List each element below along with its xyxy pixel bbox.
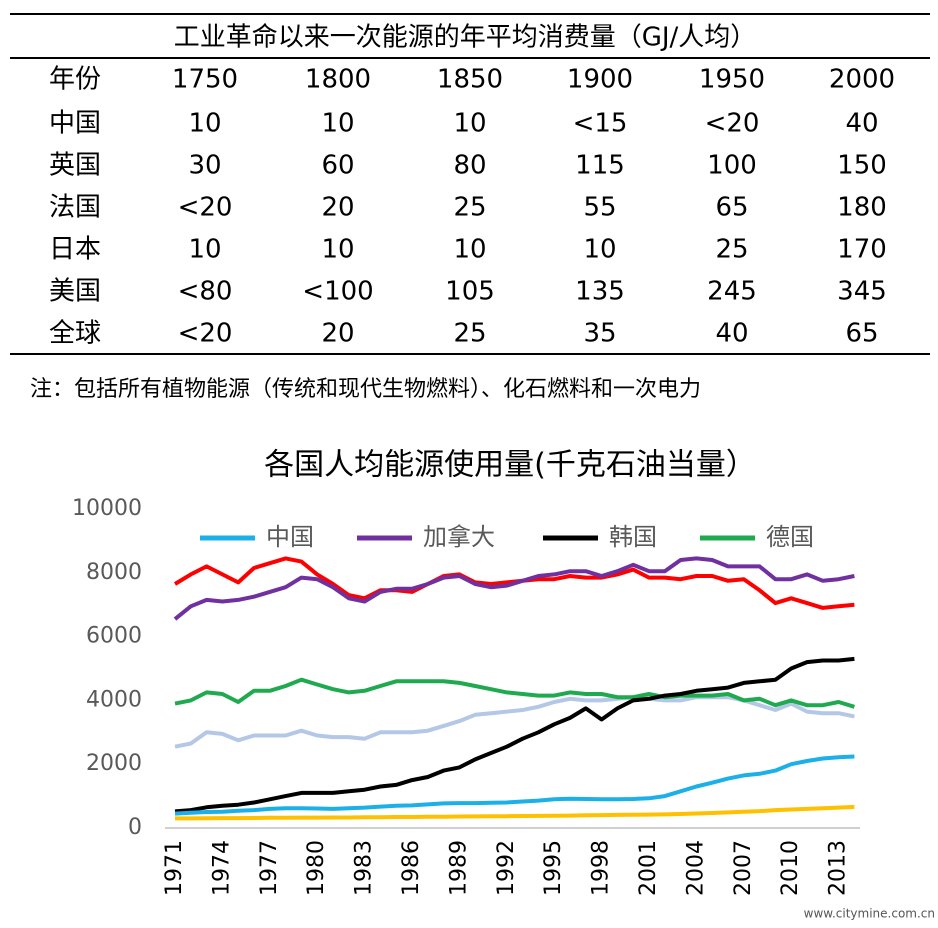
y-tick-label: 2000 bbox=[86, 751, 142, 776]
x-tick-label: 1980 bbox=[304, 840, 329, 896]
table-cell: 65 bbox=[845, 319, 878, 349]
legend-label: 德国 bbox=[766, 523, 814, 551]
series-line bbox=[174, 677, 855, 709]
table-cell: 135 bbox=[575, 277, 625, 307]
x-tick-label: 1992 bbox=[494, 840, 519, 896]
x-tick-label: 2007 bbox=[731, 840, 756, 896]
x-tick-label: 1971 bbox=[162, 840, 187, 896]
table-cell: 英国 bbox=[49, 151, 101, 181]
legend-label: 韩国 bbox=[609, 523, 657, 551]
table-cell: 10 bbox=[188, 109, 221, 139]
table-cell: 法国 bbox=[49, 193, 101, 223]
table-cell: 40 bbox=[715, 319, 748, 349]
table-cell: 中国 bbox=[49, 109, 101, 139]
table-cell: 10 bbox=[453, 235, 486, 265]
x-tick-label: 1974 bbox=[209, 840, 234, 896]
table-cell: 55 bbox=[583, 193, 616, 223]
table-cell: <80 bbox=[178, 277, 233, 307]
series-line bbox=[173, 556, 855, 621]
table-cell: 10 bbox=[188, 235, 221, 265]
table-cell: 35 bbox=[583, 319, 616, 349]
x-tick-label: 2010 bbox=[778, 840, 803, 896]
table-cell: <100 bbox=[302, 277, 373, 307]
y-tick-label: 4000 bbox=[86, 687, 142, 712]
table-header-cell: 1750 bbox=[172, 65, 238, 95]
table-cell: <15 bbox=[573, 109, 628, 139]
table-header-cell: 2000 bbox=[829, 65, 895, 95]
y-tick-label: 6000 bbox=[86, 624, 142, 649]
x-tick-label: 1986 bbox=[399, 840, 424, 896]
table-cell: 10 bbox=[321, 235, 354, 265]
table-cell: 日本 bbox=[49, 235, 101, 265]
table-cell: <20 bbox=[178, 193, 233, 223]
watermark: www.citymine.com.cn bbox=[804, 907, 935, 921]
series-line bbox=[174, 656, 855, 814]
table-cell: 60 bbox=[321, 151, 354, 181]
table-cell: 65 bbox=[715, 193, 748, 223]
table-cell: 30 bbox=[188, 151, 221, 181]
x-tick-label: 2013 bbox=[826, 840, 851, 896]
table-cell: 美国 bbox=[49, 277, 101, 307]
table-header-cell: 1900 bbox=[567, 65, 633, 95]
series-line bbox=[174, 695, 855, 749]
table-cell: 20 bbox=[321, 319, 354, 349]
note: 注：包括所有植物能源（传统和现代生物燃料）、化石燃料和一次电力 bbox=[30, 377, 701, 402]
table-cell: 10 bbox=[321, 109, 354, 139]
y-tick-label: 0 bbox=[128, 815, 142, 840]
table-cell: 25 bbox=[715, 235, 748, 265]
table-cell: 80 bbox=[453, 151, 486, 181]
x-tick-label: 1983 bbox=[352, 840, 377, 896]
table-cell: 全球 bbox=[49, 319, 101, 349]
x-tick-label: 1995 bbox=[541, 840, 566, 896]
series-line bbox=[175, 804, 855, 821]
table-cell: 20 bbox=[321, 193, 354, 223]
series-line bbox=[174, 754, 855, 816]
table-cell: 100 bbox=[707, 151, 757, 181]
table-cell: 25 bbox=[453, 193, 486, 223]
table-header-cell: 1950 bbox=[699, 65, 765, 95]
table-cell: 170 bbox=[837, 235, 887, 265]
y-tick-label: 8000 bbox=[86, 560, 142, 585]
table-title: 工业革命以来一次能源的年平均消费量（GJ/人均） bbox=[174, 23, 757, 53]
table-cell: 10 bbox=[583, 235, 616, 265]
table-cell: 345 bbox=[837, 277, 887, 307]
table-cell: 180 bbox=[837, 193, 887, 223]
table-cell: 105 bbox=[445, 277, 495, 307]
table-cell: 115 bbox=[575, 151, 625, 181]
y-tick-label: 10000 bbox=[72, 496, 142, 521]
table-cell: 150 bbox=[837, 151, 887, 181]
x-tick-label: 2001 bbox=[636, 840, 661, 896]
table-cell: 25 bbox=[453, 319, 486, 349]
x-tick-label: 1998 bbox=[589, 840, 614, 896]
table-cell: 245 bbox=[707, 277, 757, 307]
table-cell: <20 bbox=[178, 319, 233, 349]
table-header-cell: 1850 bbox=[437, 65, 503, 95]
legend-label: 中国 bbox=[266, 523, 314, 551]
table-cell: 10 bbox=[453, 109, 486, 139]
x-tick-label: 1989 bbox=[446, 840, 471, 896]
x-tick-label: 1977 bbox=[257, 840, 282, 896]
table-header-cell: 年份 bbox=[49, 65, 101, 95]
table-cell: <20 bbox=[705, 109, 760, 139]
table-cell: 40 bbox=[845, 109, 878, 139]
table-header-cell: 1800 bbox=[305, 65, 371, 95]
legend-label: 加拿大 bbox=[423, 523, 495, 551]
x-tick-label: 2004 bbox=[683, 840, 708, 896]
chart-title: 各国人均能源使用量(千克石油当量） bbox=[264, 448, 756, 483]
